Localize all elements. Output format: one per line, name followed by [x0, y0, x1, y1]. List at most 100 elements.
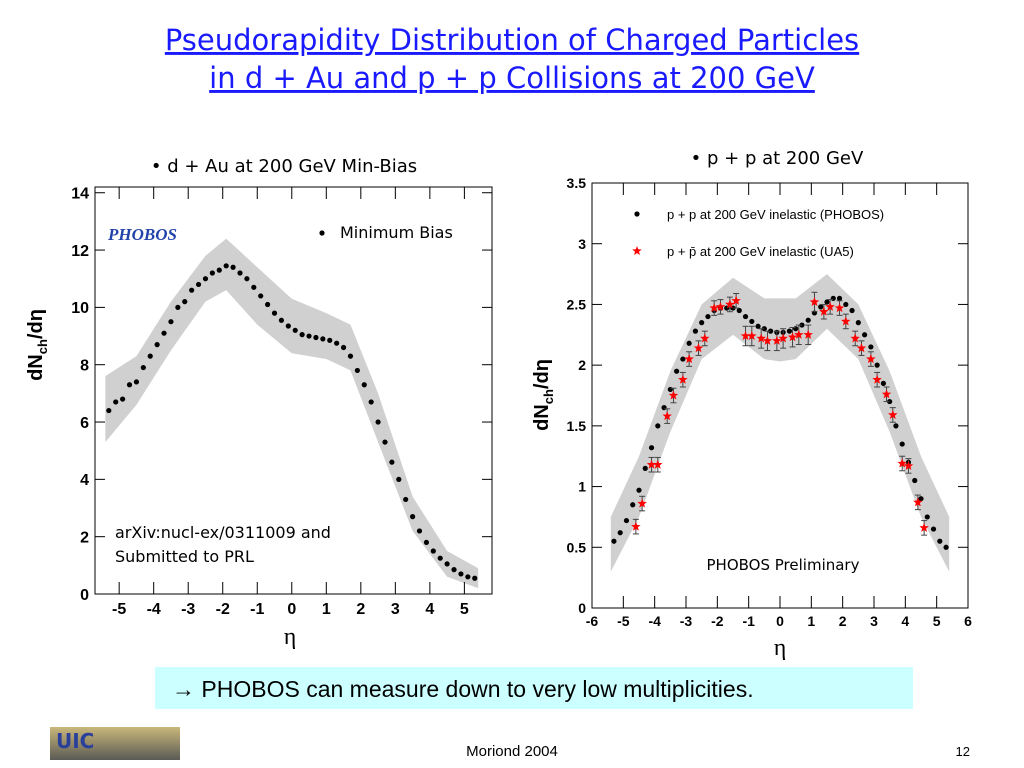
data-point — [872, 374, 882, 384]
x-tick-label: 2 — [356, 601, 365, 618]
chart-subtitle: • d + Au at 200 GeV Min-Bias — [151, 156, 417, 177]
data-point — [772, 335, 782, 345]
y-tick-label: 3.5 — [567, 175, 587, 191]
data-point — [692, 328, 699, 334]
data-point — [888, 409, 898, 419]
y-tick-label: 0 — [80, 587, 89, 604]
data-point — [189, 287, 195, 293]
data-point — [731, 295, 741, 305]
error-band — [610, 274, 950, 572]
plot-frame — [94, 186, 493, 595]
data-point — [140, 364, 146, 371]
y-tick-label: 2.5 — [567, 296, 587, 312]
data-point — [161, 330, 167, 336]
data-point — [168, 319, 174, 325]
chart-subtitle: • p + p at 200 GeV — [691, 148, 864, 169]
data-point — [430, 548, 436, 554]
data-point — [809, 297, 820, 307]
data-point — [725, 299, 735, 309]
annotation: Submitted to PRL — [115, 547, 254, 566]
data-point — [306, 333, 312, 339]
data-point — [278, 317, 285, 323]
data-point — [251, 284, 257, 290]
data-point — [874, 362, 880, 368]
x-tick-label: 6 — [964, 613, 972, 629]
y-axis-label: dNch/dη — [531, 359, 556, 431]
y-tick-label: 0.5 — [567, 539, 587, 555]
data-point — [930, 526, 937, 532]
annotation: arXiv:nucl-ex/0311009 and — [115, 523, 331, 542]
data-point — [887, 398, 893, 405]
data-point — [880, 380, 887, 386]
data-point — [133, 379, 140, 385]
x-tick-label: 3 — [391, 601, 400, 618]
data-point — [389, 459, 395, 465]
data-point — [674, 368, 680, 374]
data-point — [924, 514, 930, 520]
x-tick-label: -4 — [147, 601, 161, 618]
data-point — [667, 386, 673, 393]
data-point — [762, 335, 773, 345]
data-point — [899, 441, 905, 447]
data-point — [202, 276, 209, 282]
y-axis-label-part: ch — [541, 389, 556, 404]
x-tick-label: 1 — [322, 601, 331, 618]
data-point — [623, 517, 630, 524]
data-point — [465, 574, 471, 580]
y-tick-label: 1.5 — [567, 418, 587, 434]
legend-label: p + p̄ at 200 GeV inelastic (UA5) — [667, 244, 854, 259]
data-point — [787, 332, 798, 342]
data-point — [617, 530, 623, 536]
legend-marker — [634, 211, 640, 217]
x-tick-label: -4 — [648, 613, 661, 629]
data-point — [709, 303, 719, 313]
x-tick-label: -2 — [711, 613, 724, 629]
data-point — [736, 307, 742, 314]
data-point — [630, 502, 636, 508]
data-point — [396, 476, 402, 482]
data-point — [705, 313, 711, 320]
data-point — [680, 356, 686, 362]
y-tick-label: 4 — [80, 472, 89, 489]
data-point — [794, 329, 804, 339]
data-point — [849, 307, 855, 314]
data-point — [313, 334, 319, 341]
y-tick-label: 3 — [578, 236, 586, 252]
data-point — [423, 539, 430, 546]
data-point — [444, 561, 450, 567]
footer: Moriond 2004 — [466, 743, 558, 760]
data-point — [825, 301, 835, 311]
data-point — [244, 276, 250, 282]
logo-text: UIC — [56, 729, 94, 753]
data-point — [299, 332, 305, 338]
data-point — [327, 337, 333, 343]
y-tick-label: 0 — [578, 600, 586, 616]
data-point — [836, 295, 843, 301]
data-point — [347, 353, 354, 359]
data-point — [285, 323, 291, 329]
data-point — [195, 281, 202, 288]
data-point — [636, 487, 642, 493]
data-point — [451, 567, 457, 573]
data-point — [668, 390, 679, 400]
y-tick-label: 10 — [71, 300, 89, 317]
data-point — [237, 270, 243, 276]
data-point — [912, 477, 918, 484]
data-point — [893, 423, 899, 429]
x-tick-label: -2 — [216, 601, 230, 618]
x-tick-label: -3 — [181, 601, 195, 618]
data-point — [182, 299, 188, 305]
x-tick-label: 5 — [460, 601, 469, 618]
data-point — [147, 353, 153, 359]
y-tick-label: 8 — [80, 357, 89, 374]
x-tick-label: 1 — [807, 613, 815, 629]
data-point — [340, 344, 347, 351]
y-axis-label-part: /dη — [25, 309, 47, 339]
x-tick-label: 4 — [901, 613, 909, 629]
x-tick-label: -5 — [112, 601, 126, 618]
data-point — [937, 538, 943, 544]
data-point — [458, 571, 464, 577]
data-point — [841, 316, 851, 326]
slide-title: Pseudorapidity Distribution of Charged P… — [165, 23, 859, 57]
x-axis-label: η — [774, 635, 787, 661]
